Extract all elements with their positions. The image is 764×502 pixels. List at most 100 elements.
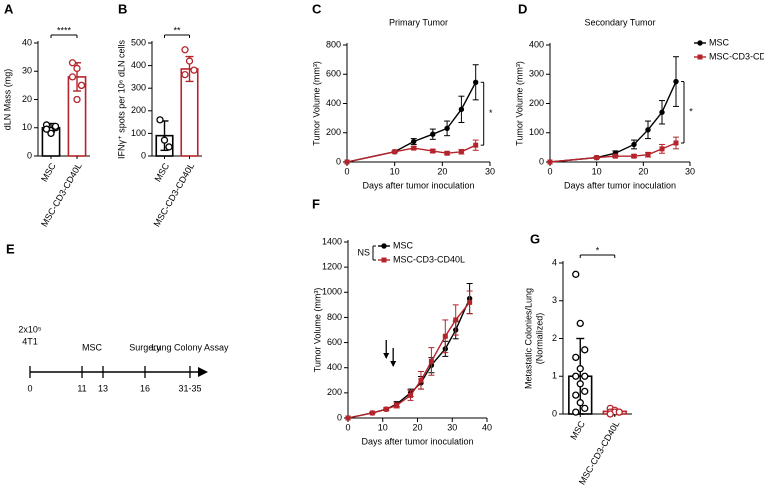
data-point bbox=[411, 138, 417, 145]
significance-label: **** bbox=[57, 25, 72, 35]
y-tick-label: 200 bbox=[326, 127, 341, 137]
data-point bbox=[458, 149, 464, 155]
y-tick-label: 300 bbox=[131, 83, 146, 93]
legend-marker bbox=[381, 243, 387, 249]
x-axis-label: Days after tumor inoculation bbox=[362, 180, 474, 190]
panel-letter: E bbox=[6, 241, 15, 256]
panel-letter: C bbox=[312, 1, 322, 16]
timeline-event-label: Lung Colony Assay bbox=[151, 342, 229, 352]
panel-letter: D bbox=[518, 1, 527, 16]
data-point bbox=[631, 141, 637, 148]
data-point bbox=[473, 79, 479, 85]
data-point bbox=[165, 143, 173, 151]
arrow-head bbox=[383, 353, 390, 359]
x-tick-label: 0 bbox=[344, 166, 349, 176]
data-point bbox=[615, 408, 623, 416]
y-tick-label: 500 bbox=[131, 37, 146, 47]
y-tick-label: 200 bbox=[529, 98, 544, 108]
x-tick-label: MSC bbox=[39, 161, 58, 184]
x-tick-label: 40 bbox=[482, 422, 492, 432]
legend-label: MSC bbox=[709, 37, 730, 47]
data-point bbox=[430, 131, 436, 137]
data-point bbox=[612, 153, 618, 159]
y-tick-label: 3 bbox=[552, 295, 557, 305]
data-point bbox=[581, 404, 589, 412]
x-tick-label: 20 bbox=[638, 166, 648, 176]
timeline-arrowhead bbox=[198, 367, 208, 377]
x-axis-label: Days after tumor inoculation bbox=[564, 180, 676, 190]
y-axis-label: dLN Mass (mg) bbox=[2, 69, 12, 131]
data-point bbox=[47, 129, 55, 138]
panel-letter: F bbox=[312, 196, 320, 211]
data-point bbox=[673, 140, 679, 146]
data-point bbox=[68, 59, 77, 67]
series-line bbox=[549, 81, 677, 163]
timeline-tick-label: 13 bbox=[98, 383, 108, 393]
y-tick-label: 200 bbox=[131, 105, 146, 115]
data-point bbox=[659, 109, 665, 115]
y-tick-label: 100 bbox=[131, 128, 146, 138]
legend-marker bbox=[381, 257, 387, 263]
data-point bbox=[392, 149, 398, 155]
panel-letter: A bbox=[4, 1, 14, 16]
data-point bbox=[160, 136, 169, 144]
timeline-event-label: MSC bbox=[82, 342, 103, 352]
data-point bbox=[572, 391, 580, 399]
data-point bbox=[467, 299, 473, 305]
data-point bbox=[444, 125, 450, 132]
data-point bbox=[185, 57, 194, 65]
significance-label: * bbox=[489, 108, 493, 118]
data-point bbox=[345, 415, 351, 421]
data-point bbox=[576, 319, 584, 328]
data-point bbox=[453, 317, 459, 323]
significance-label: ** bbox=[173, 25, 181, 35]
y-axis-label: IFNγ⁺ spots per 10⁶ dLN cells bbox=[116, 40, 126, 159]
timeline-event-label: 4T1 bbox=[22, 336, 38, 346]
data-point bbox=[572, 372, 580, 380]
y-tick-label: 400 bbox=[327, 362, 342, 372]
significance-label: NS bbox=[357, 247, 370, 257]
y-tick-label: 0 bbox=[337, 412, 342, 422]
x-axis-label: Days after tumor inoculation bbox=[361, 436, 473, 446]
data-point bbox=[369, 410, 375, 416]
y-tick-label: 1 bbox=[552, 371, 557, 381]
y-tick-label: 800 bbox=[326, 39, 341, 49]
data-point bbox=[394, 402, 400, 408]
data-point bbox=[408, 392, 414, 398]
x-tick-label: 10 bbox=[592, 166, 602, 176]
data-point bbox=[77, 81, 86, 90]
y-tick-label: 100 bbox=[529, 127, 544, 137]
y-tick-label: 400 bbox=[529, 39, 544, 49]
y-tick-label: 400 bbox=[131, 60, 146, 70]
data-point bbox=[73, 64, 81, 73]
significance-label: * bbox=[596, 245, 600, 255]
y-tick-label: 1400 bbox=[322, 236, 342, 246]
x-tick-label: 20 bbox=[437, 166, 447, 176]
data-point bbox=[572, 270, 580, 278]
x-tick-label: 0 bbox=[547, 166, 552, 176]
y-tick-label: 800 bbox=[327, 312, 342, 322]
data-point bbox=[68, 73, 77, 81]
data-point bbox=[659, 146, 665, 152]
y-tick-label: 0 bbox=[27, 150, 32, 160]
panel-letter: B bbox=[118, 1, 127, 16]
y-tick-label: 2 bbox=[552, 333, 557, 343]
y-tick-label: 10 bbox=[22, 122, 32, 132]
y-tick-label: 300 bbox=[529, 69, 544, 79]
legend-label: MSC-CD3-CD40L bbox=[709, 51, 764, 61]
panel-letter: G bbox=[530, 231, 540, 246]
data-point bbox=[631, 153, 637, 159]
legend-label: MSC bbox=[393, 240, 414, 250]
data-point bbox=[594, 155, 600, 161]
data-point bbox=[156, 116, 164, 124]
data-point bbox=[428, 358, 434, 364]
y-tick-label: 0 bbox=[336, 156, 341, 166]
x-tick-label: 30 bbox=[447, 422, 457, 432]
timeline-event-label: Surgery bbox=[129, 342, 161, 352]
data-point bbox=[418, 377, 424, 383]
data-point bbox=[190, 66, 198, 74]
chart-title: Primary Tumor bbox=[389, 17, 448, 27]
data-point bbox=[576, 365, 584, 373]
y-tick-label: 1200 bbox=[322, 262, 342, 272]
